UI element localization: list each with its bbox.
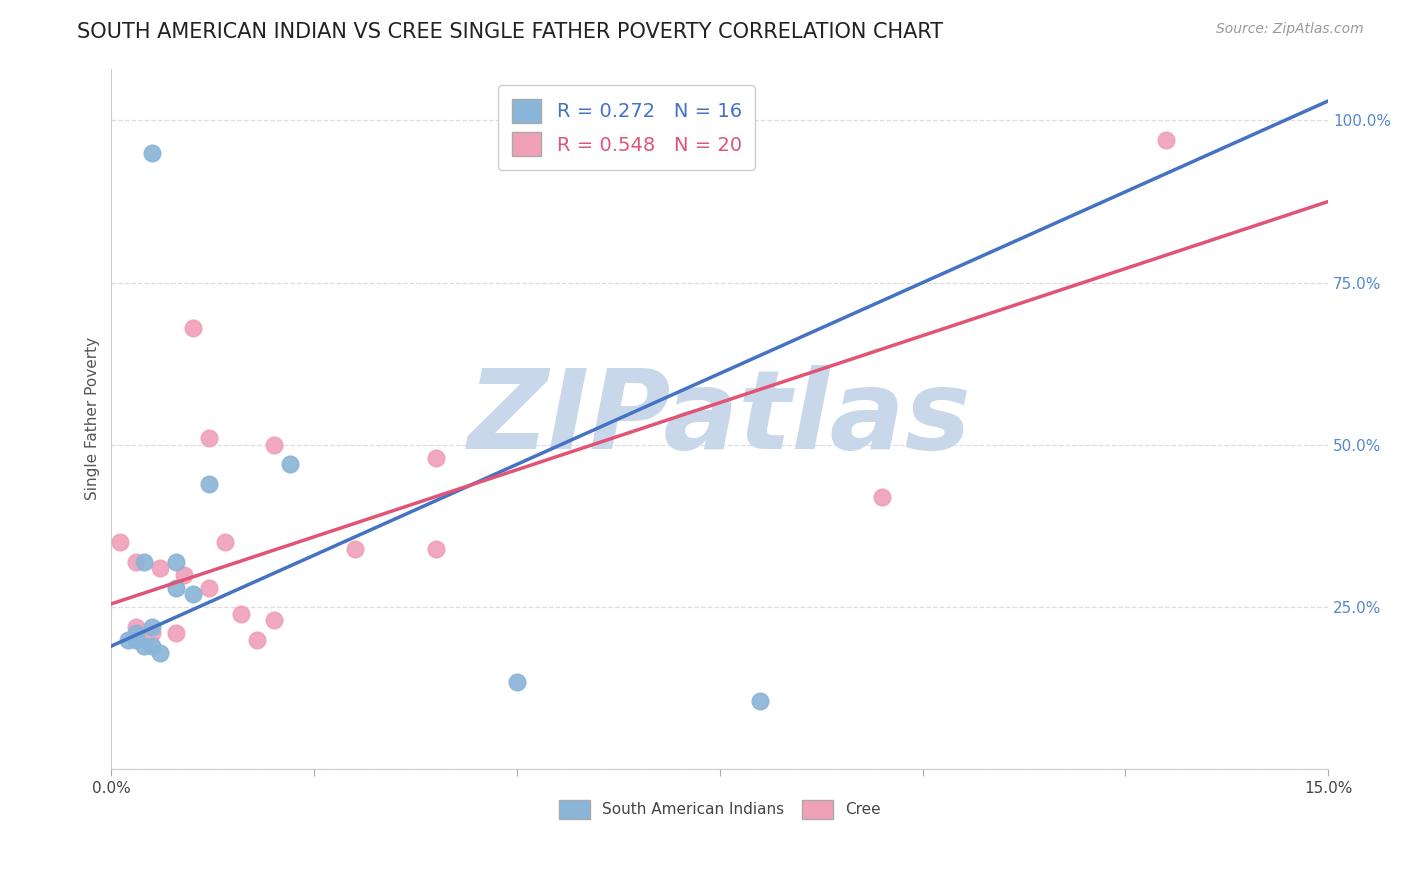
Y-axis label: Single Father Poverty: Single Father Poverty	[86, 337, 100, 500]
Point	[197, 431, 219, 445]
Point	[506, 674, 529, 689]
Point	[141, 639, 163, 653]
Point	[231, 607, 253, 621]
Point	[1154, 133, 1177, 147]
Point	[425, 541, 447, 556]
Point	[165, 626, 187, 640]
Point	[141, 619, 163, 633]
Point	[278, 458, 301, 472]
Point	[343, 541, 366, 556]
Point	[149, 561, 172, 575]
Text: Source: ZipAtlas.com: Source: ZipAtlas.com	[1216, 22, 1364, 37]
Text: SOUTH AMERICAN INDIAN VS CREE SINGLE FATHER POVERTY CORRELATION CHART: SOUTH AMERICAN INDIAN VS CREE SINGLE FAT…	[77, 22, 943, 42]
Text: ZIPatlas: ZIPatlas	[468, 366, 972, 473]
Point	[197, 476, 219, 491]
Point	[125, 555, 148, 569]
Point	[117, 632, 139, 647]
Point	[181, 587, 204, 601]
Point	[149, 646, 172, 660]
Point	[214, 535, 236, 549]
Point	[141, 626, 163, 640]
Point	[165, 581, 187, 595]
Point	[173, 567, 195, 582]
Point	[870, 490, 893, 504]
Point	[132, 555, 155, 569]
Point	[749, 694, 772, 708]
Point	[181, 321, 204, 335]
Point	[165, 555, 187, 569]
Point	[197, 581, 219, 595]
Legend: South American Indians, Cree: South American Indians, Cree	[553, 794, 887, 825]
Point	[425, 450, 447, 465]
Point	[125, 619, 148, 633]
Point	[141, 145, 163, 160]
Point	[263, 438, 285, 452]
Point	[132, 639, 155, 653]
Point	[246, 632, 269, 647]
Point	[263, 613, 285, 627]
Point	[108, 535, 131, 549]
Point	[125, 626, 148, 640]
Point	[125, 632, 148, 647]
